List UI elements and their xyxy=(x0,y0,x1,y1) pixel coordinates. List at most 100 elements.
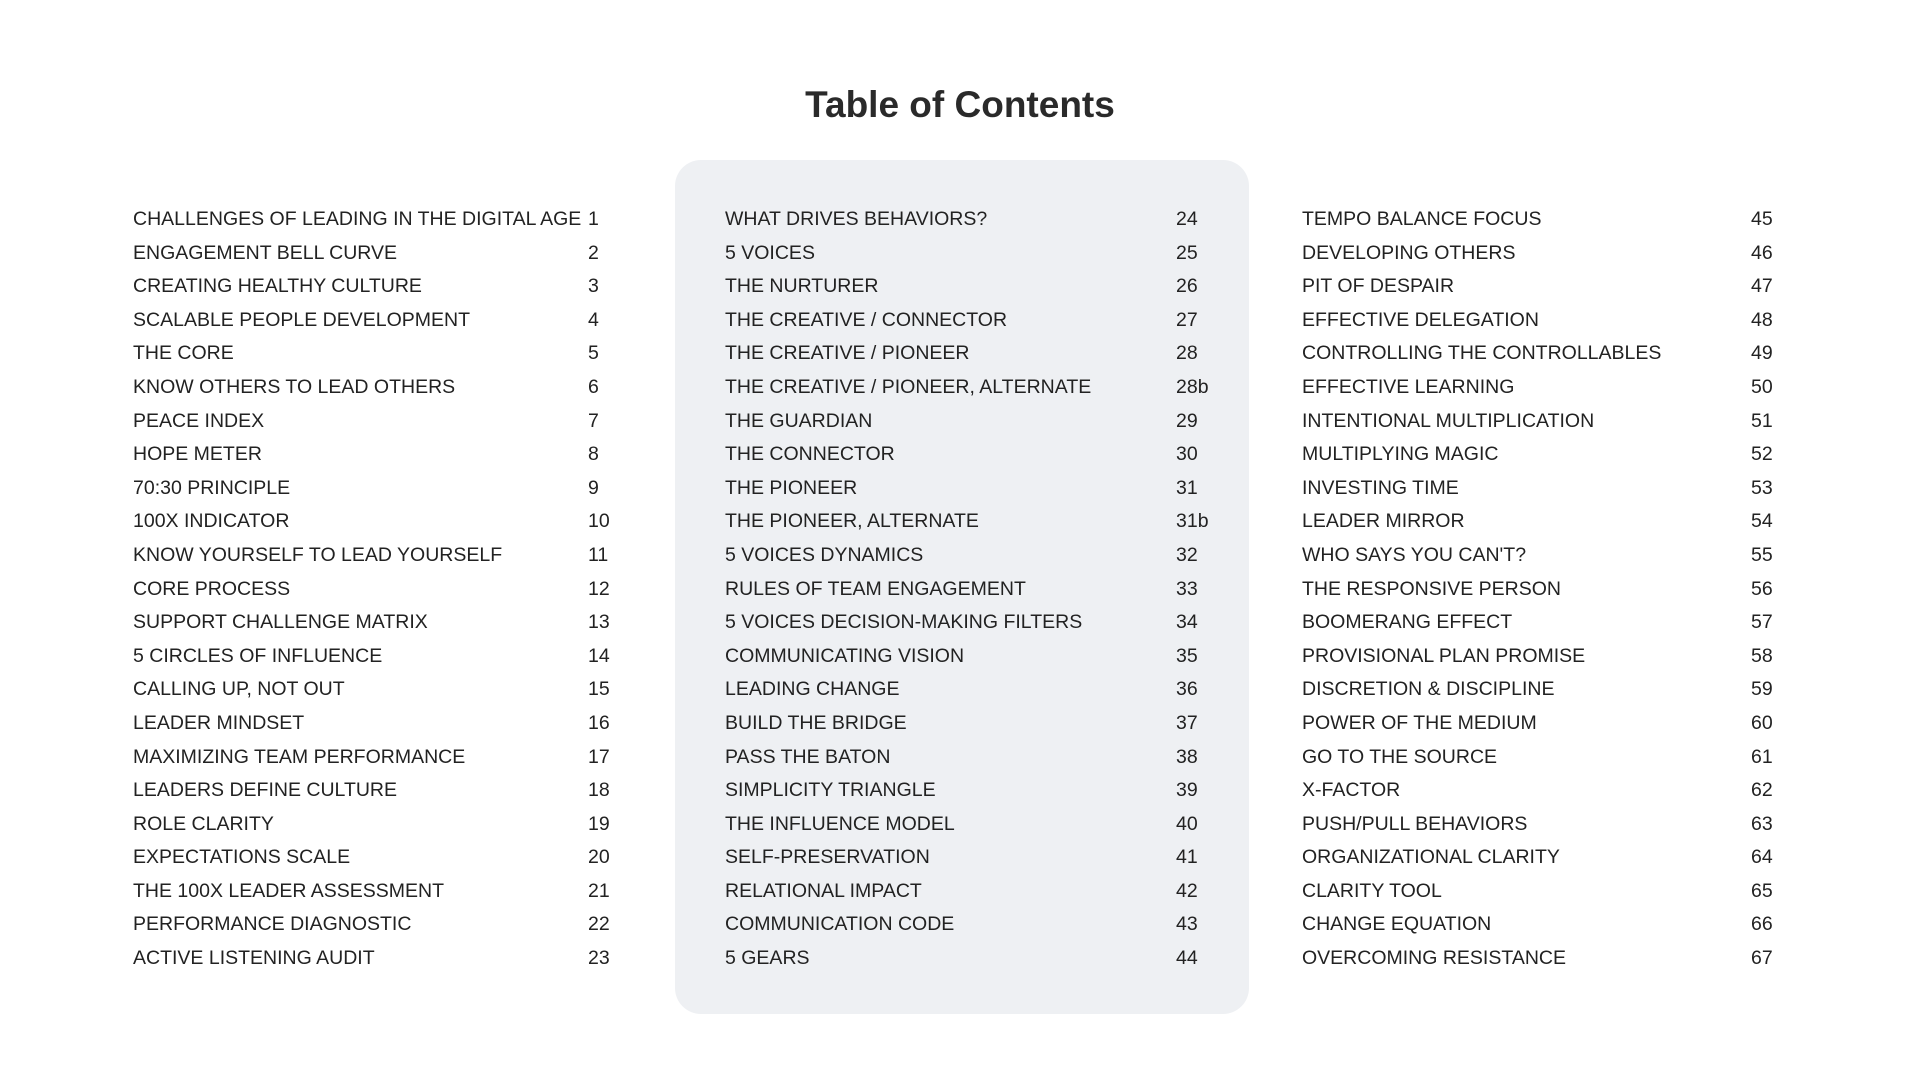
toc-entry[interactable]: CLARITY TOOL 65 xyxy=(1302,877,1782,911)
toc-entry[interactable]: BOOMERANG EFFECT 57 xyxy=(1302,608,1782,642)
toc-entry[interactable]: EXPECTATIONS SCALE 20 xyxy=(133,843,613,877)
toc-entry-page-number: 14 xyxy=(588,644,610,667)
toc-entry[interactable]: THE NURTURER 26 xyxy=(725,272,1205,306)
toc-entry[interactable]: THE CORE 5 xyxy=(133,339,613,373)
toc-entry[interactable]: MULTIPLYING MAGIC 52 xyxy=(1302,440,1782,474)
toc-entry[interactable]: 100X INDICATOR 10 xyxy=(133,507,613,541)
toc-entry[interactable]: THE CREATIVE / PIONEER, ALTERNATE 28b xyxy=(725,373,1209,407)
toc-entry-page-number: 16 xyxy=(588,711,610,734)
toc-entry-title: PIT OF DESPAIR xyxy=(1302,275,1455,298)
toc-entry[interactable]: PROVISIONAL PLAN PROMISE 58 xyxy=(1302,642,1782,676)
toc-entry[interactable]: KNOW OTHERS TO LEAD OTHERS 6 xyxy=(133,373,613,407)
toc-entry[interactable]: ENGAGEMENT BELL CURVE 2 xyxy=(133,239,613,273)
toc-entry[interactable]: PASS THE BATON 38 xyxy=(725,743,1205,777)
toc-column-1: CHALLENGES OF LEADING IN THE DIGITAL AGE… xyxy=(133,205,613,978)
toc-entry-title: PASS THE BATON xyxy=(725,745,891,768)
toc-column-2: WHAT DRIVES BEHAVIORS? 24 5 VOICES 25 THE NU… xyxy=(725,205,1209,978)
toc-entry[interactable]: EFFECTIVE DELEGATION 48 xyxy=(1302,306,1782,340)
toc-entry[interactable]: PIT OF DESPAIR 47 xyxy=(1302,272,1782,306)
toc-entry[interactable]: THE 100X LEADER ASSESSMENT 21 xyxy=(133,877,613,911)
toc-entry[interactable]: 5 VOICES 25 xyxy=(725,239,1205,273)
toc-entry[interactable]: ORGANIZATIONAL CLARITY 64 xyxy=(1302,843,1782,877)
toc-entry[interactable]: RELATIONAL IMPACT 42 xyxy=(725,877,1205,911)
toc-entry[interactable]: TEMPO BALANCE FOCUS 45 xyxy=(1302,205,1782,239)
toc-entry[interactable]: INTENTIONAL MULTIPLICATION 51 xyxy=(1302,407,1782,441)
toc-entry-page-number: 11 xyxy=(588,543,609,566)
toc-entry[interactable]: COMMUNICATING VISION 35 xyxy=(725,642,1205,676)
toc-entry[interactable]: PEACE INDEX 7 xyxy=(133,407,613,441)
toc-entry[interactable]: THE PIONEER, ALTERNATE 31b xyxy=(725,507,1209,541)
toc-entry[interactable]: KNOW YOURSELF TO LEAD YOURSELF 11 xyxy=(133,541,613,575)
toc-entry[interactable]: ACTIVE LISTENING AUDIT 23 xyxy=(133,944,613,978)
toc-entry-title: BUILD THE BRIDGE xyxy=(725,711,907,734)
toc-entry[interactable]: ROLE CLARITY 19 xyxy=(133,810,613,844)
toc-entry-title: WHO SAYS YOU CAN'T? xyxy=(1302,543,1527,566)
toc-entry[interactable]: CHANGE EQUATION 66 xyxy=(1302,910,1782,944)
toc-entry[interactable]: EFFECTIVE LEARNING 50 xyxy=(1302,373,1782,407)
toc-entry[interactable]: CHALLENGES OF LEADING IN THE DIGITAL AGE… xyxy=(133,205,613,239)
toc-entry-title: LEADING CHANGE xyxy=(725,678,900,701)
middle-column-panel xyxy=(675,160,1249,1014)
toc-entry-page-number: 47 xyxy=(1751,275,1773,298)
toc-entry[interactable]: PUSH/PULL BEHAVIORS 63 xyxy=(1302,810,1782,844)
toc-entry[interactable]: SCALABLE PEOPLE DEVELOPMENT 4 xyxy=(133,306,613,340)
toc-entry[interactable]: RULES OF TEAM ENGAGEMENT 33 xyxy=(725,575,1205,609)
toc-entry-title: HOPE METER xyxy=(133,443,262,466)
toc-entry[interactable]: THE PIONEER 31 xyxy=(725,474,1205,508)
toc-entry[interactable]: THE CREATIVE / PIONEER 28 xyxy=(725,339,1205,373)
toc-entry-page-number: 54 xyxy=(1751,510,1773,533)
toc-entry[interactable]: CALLING UP, NOT OUT 15 xyxy=(133,675,613,709)
toc-entry[interactable]: LEADER MIRROR 54 xyxy=(1302,507,1782,541)
toc-entry[interactable]: CREATING HEALTHY CULTURE 3 xyxy=(133,272,613,306)
toc-entry[interactable]: LEADER MINDSET 16 xyxy=(133,709,613,743)
toc-entry-page-number: 63 xyxy=(1751,812,1773,835)
toc-entry[interactable]: SELF-PRESERVATION 41 xyxy=(725,843,1205,877)
toc-entry-page-number: 31 xyxy=(1176,476,1198,499)
toc-entry-title: OVERCOMING RESISTANCE xyxy=(1302,947,1567,970)
toc-entry[interactable]: THE RESPONSIVE PERSON 56 xyxy=(1302,575,1782,609)
toc-entry[interactable]: CONTROLLING THE CONTROLLABLES 49 xyxy=(1302,339,1782,373)
toc-entry[interactable]: WHO SAYS YOU CAN'T? 55 xyxy=(1302,541,1782,575)
toc-entry-title: SCALABLE PEOPLE DEVELOPMENT xyxy=(133,308,471,331)
toc-entry[interactable]: PERFORMANCE DIAGNOSTIC 22 xyxy=(133,910,613,944)
toc-entry[interactable]: THE INFLUENCE MODEL 40 xyxy=(725,810,1205,844)
toc-entry[interactable]: 5 GEARS 44 xyxy=(725,944,1205,978)
toc-entry[interactable]: GO TO THE SOURCE 61 xyxy=(1302,743,1782,777)
toc-entry-title: COMMUNICATING VISION xyxy=(725,644,965,667)
toc-entry[interactable]: SUPPORT CHALLENGE MATRIX 13 xyxy=(133,608,613,642)
toc-entry[interactable]: COMMUNICATION CODE 43 xyxy=(725,910,1205,944)
toc-entry[interactable]: X-FACTOR 62 xyxy=(1302,776,1782,810)
toc-entry[interactable]: LEADING CHANGE 36 xyxy=(725,675,1205,709)
toc-entry-title: KNOW OTHERS TO LEAD OTHERS xyxy=(133,375,456,398)
toc-entry[interactable]: MAXIMIZING TEAM PERFORMANCE 17 xyxy=(133,743,613,777)
toc-entry[interactable]: 5 CIRCLES OF INFLUENCE 14 xyxy=(133,642,613,676)
toc-entry[interactable]: BUILD THE BRIDGE 37 xyxy=(725,709,1205,743)
toc-entry-page-number: 48 xyxy=(1751,308,1773,331)
toc-entry-page-number: 23 xyxy=(588,947,610,970)
toc-entry-page-number: 38 xyxy=(1176,745,1198,768)
toc-entry-title: 100X INDICATOR xyxy=(133,510,290,533)
toc-entry[interactable]: 5 VOICES DECISION-MAKING FILTERS 34 xyxy=(725,608,1205,642)
toc-entry-title: INTENTIONAL MULTIPLICATION xyxy=(1302,409,1595,432)
toc-entry-title: EXPECTATIONS SCALE xyxy=(133,846,351,869)
toc-entry[interactable]: DISCRETION & DISCIPLINE 59 xyxy=(1302,675,1782,709)
toc-entry[interactable]: THE CONNECTOR 30 xyxy=(725,440,1205,474)
toc-entry[interactable]: THE CREATIVE / CONNECTOR 27 xyxy=(725,306,1205,340)
toc-entry[interactable]: CORE PROCESS 12 xyxy=(133,575,613,609)
toc-entry[interactable]: 70:30 PRINCIPLE 9 xyxy=(133,474,613,508)
page-title: Table of Contents xyxy=(805,84,1115,125)
toc-entry[interactable]: POWER OF THE MEDIUM 60 xyxy=(1302,709,1782,743)
toc-entry[interactable]: THE GUARDIAN 29 xyxy=(725,407,1205,441)
toc-entry[interactable]: DEVELOPING OTHERS 46 xyxy=(1302,239,1782,273)
toc-entry[interactable]: 5 VOICES DYNAMICS 32 xyxy=(725,541,1205,575)
toc-entry-title: RULES OF TEAM ENGAGEMENT xyxy=(725,577,1026,600)
toc-entry-title: 5 CIRCLES OF INFLUENCE xyxy=(133,644,383,667)
toc-entry[interactable]: INVESTING TIME 53 xyxy=(1302,474,1782,508)
toc-entry[interactable]: OVERCOMING RESISTANCE 67 xyxy=(1302,944,1782,978)
toc-entry[interactable]: HOPE METER 8 xyxy=(133,440,613,474)
toc-entry-title: CALLING UP, NOT OUT xyxy=(133,678,345,701)
toc-entry[interactable]: SIMPLICITY TRIANGLE 39 xyxy=(725,776,1205,810)
toc-entry[interactable]: LEADERS DEFINE CULTURE 18 xyxy=(133,776,613,810)
toc-entry-title: THE CREATIVE / PIONEER, ALTERNATE xyxy=(725,375,1092,398)
toc-entry[interactable]: WHAT DRIVES BEHAVIORS? 24 xyxy=(725,205,1205,239)
